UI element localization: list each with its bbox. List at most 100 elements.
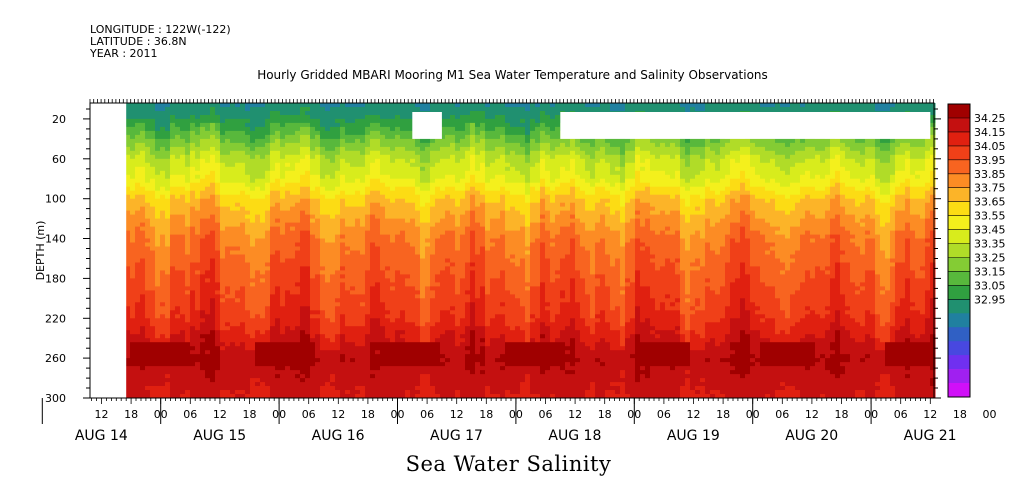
- heatmap-cell: [210, 242, 216, 247]
- heatmap-cell: [130, 115, 136, 120]
- heatmap-cell: [265, 298, 271, 303]
- heatmap-cell: [255, 194, 261, 200]
- heatmap-cell: [160, 202, 166, 208]
- heatmap-cell: [280, 342, 286, 347]
- heatmap-cell: [160, 194, 166, 200]
- heatmap-cell: [225, 270, 231, 275]
- heatmap-cell: [270, 186, 276, 192]
- heatmap-cell: [135, 150, 141, 156]
- heatmap-cell: [125, 390, 131, 395]
- heatmap-cell: [260, 298, 266, 303]
- heatmap-cell: [300, 338, 306, 343]
- heatmap-cell: [155, 314, 161, 319]
- heatmap-cell: [300, 390, 306, 395]
- heatmap-cell: [250, 338, 256, 343]
- heatmap-cell: [165, 390, 171, 395]
- heatmap-cell: [145, 178, 151, 184]
- heatmap-cell: [240, 174, 246, 180]
- heatmap-cell: [280, 290, 286, 295]
- heatmap-cell: [255, 326, 261, 331]
- heatmap-cell: [340, 362, 346, 367]
- heatmap-cell: [295, 226, 301, 232]
- heatmap-cell: [360, 322, 366, 327]
- heatmap-cell: [265, 290, 271, 295]
- heatmap-cell: [350, 126, 356, 132]
- heatmap-cell: [320, 334, 326, 339]
- heatmap-cell: [155, 302, 161, 307]
- heatmap-cell: [340, 218, 346, 224]
- heatmap-cell: [395, 162, 401, 168]
- heatmap-cell: [370, 103, 376, 108]
- heatmap-cell: [150, 366, 156, 371]
- heatmap-cell: [390, 166, 396, 172]
- heatmap-cell: [250, 214, 256, 220]
- heatmap-cell: [215, 238, 221, 243]
- heatmap-cell: [290, 214, 296, 220]
- heatmap-cell: [165, 166, 171, 172]
- heatmap-cell: [225, 382, 231, 387]
- heatmap-cell: [225, 234, 231, 240]
- heatmap-cell: [140, 146, 146, 152]
- heatmap-cell: [315, 222, 321, 228]
- heatmap-cell: [190, 170, 196, 176]
- heatmap-cell: [400, 286, 406, 291]
- heatmap-cell: [170, 286, 176, 291]
- heatmap-cell: [205, 166, 211, 172]
- heatmap-cell: [345, 138, 351, 144]
- heatmap-cell: [205, 286, 211, 291]
- heatmap-cell: [360, 206, 366, 212]
- heatmap-cell: [320, 290, 326, 295]
- heatmap-cell: [275, 118, 281, 124]
- heatmap-cell: [415, 318, 421, 323]
- heatmap-cell: [155, 358, 161, 363]
- heatmap-cell: [235, 334, 241, 339]
- heatmap-cell: [385, 270, 391, 275]
- heatmap-cell: [230, 182, 236, 188]
- heatmap-cell: [125, 282, 131, 287]
- heatmap-cell: [170, 370, 176, 375]
- heatmap-cell: [285, 150, 291, 156]
- heatmap-cell: [355, 338, 361, 343]
- heatmap-cell: [205, 354, 211, 359]
- heatmap-cell: [255, 294, 261, 299]
- heatmap-cell: [230, 230, 236, 236]
- heatmap-cell: [275, 282, 281, 287]
- heatmap-cell: [325, 358, 331, 363]
- heatmap-cell: [225, 354, 231, 359]
- heatmap-cell: [255, 306, 261, 311]
- heatmap-cell: [275, 334, 281, 339]
- heatmap-cell: [415, 390, 421, 395]
- heatmap-cell: [155, 266, 161, 271]
- heatmap-cell: [190, 254, 196, 259]
- heatmap-cell: [270, 294, 276, 299]
- heatmap-cell: [180, 242, 186, 247]
- heatmap-cell: [290, 378, 296, 383]
- heatmap-cell: [340, 278, 346, 283]
- heatmap-cell: [235, 182, 241, 188]
- heatmap-cell: [160, 386, 166, 391]
- heatmap-cell: [195, 342, 201, 347]
- heatmap-cell: [230, 103, 236, 108]
- heatmap-cell: [285, 310, 291, 315]
- heatmap-cell: [245, 354, 251, 359]
- heatmap-cell: [125, 278, 131, 283]
- heatmap-cell: [160, 286, 166, 291]
- heatmap-cell: [325, 115, 331, 120]
- heatmap-cell: [175, 115, 181, 120]
- heatmap-cell: [190, 115, 196, 120]
- heatmap-cell: [425, 222, 431, 228]
- heatmap-cell: [175, 103, 181, 108]
- heatmap-cell: [270, 386, 276, 391]
- heatmap-cell: [170, 374, 176, 379]
- heatmap-cell: [220, 370, 226, 375]
- heatmap-cell: [385, 182, 391, 188]
- heatmap-cell: [400, 103, 406, 108]
- heatmap-cell: [330, 150, 336, 156]
- heatmap-cell: [290, 107, 296, 112]
- heatmap-cell: [175, 111, 181, 116]
- heatmap-cell: [380, 378, 386, 383]
- heatmap-cell: [170, 350, 176, 355]
- heatmap-cell: [245, 306, 251, 311]
- heatmap-cell: [385, 118, 391, 124]
- heatmap-cell: [295, 170, 301, 176]
